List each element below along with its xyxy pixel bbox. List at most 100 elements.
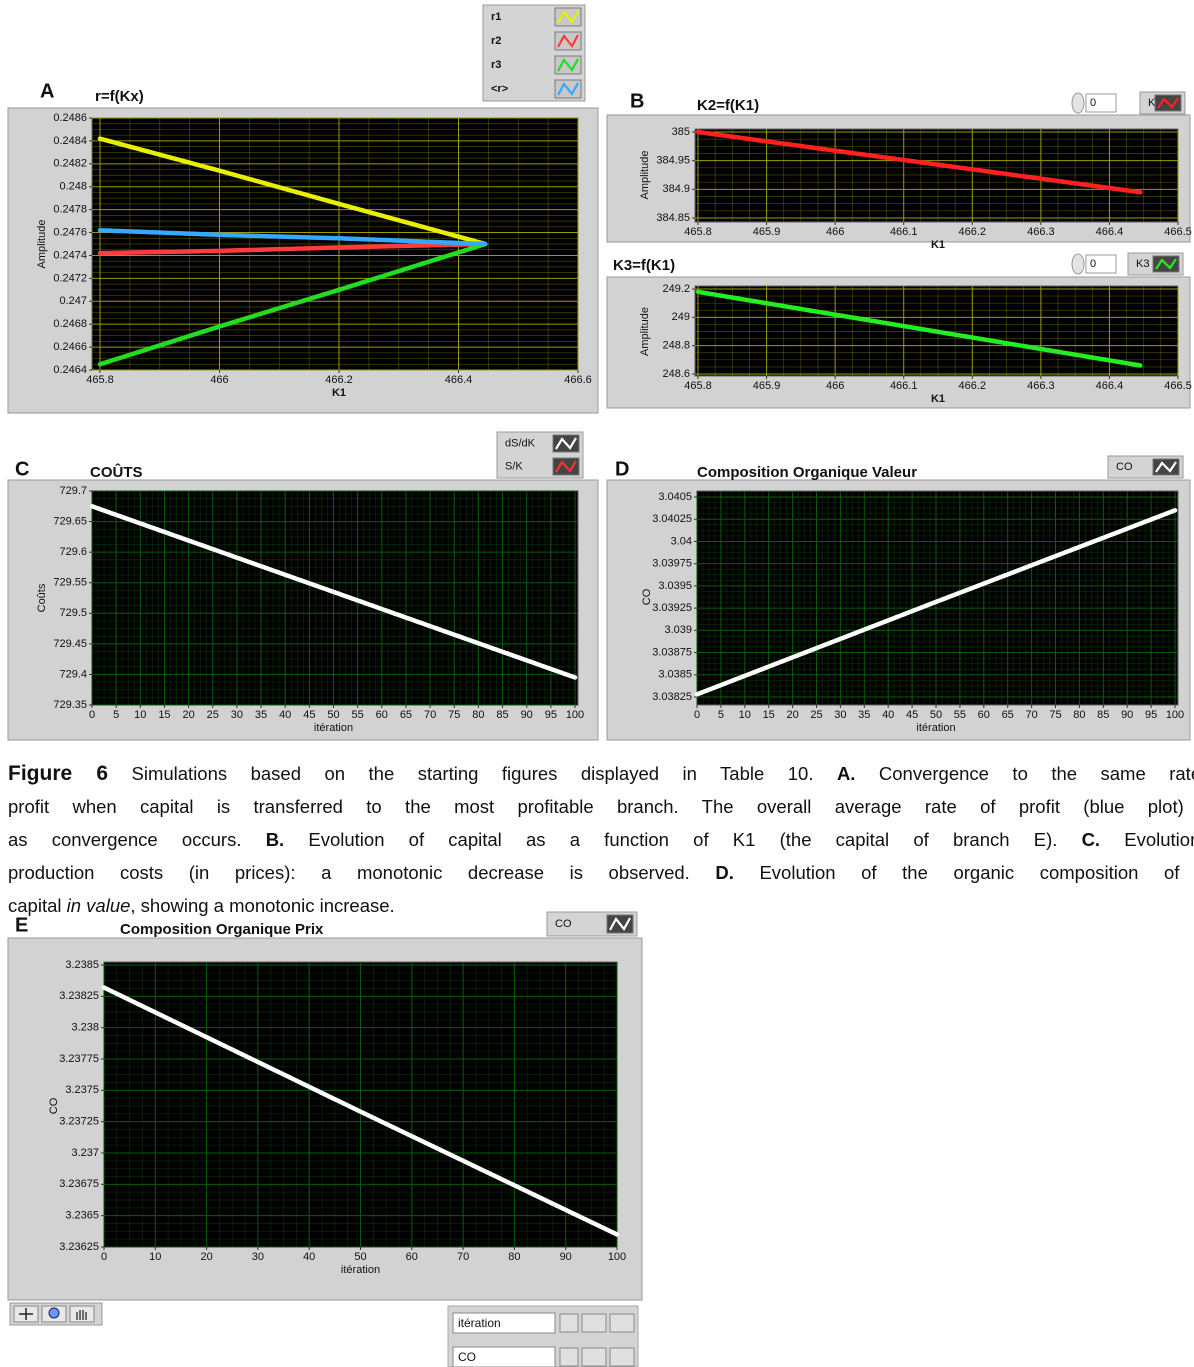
caption-line: production costs (in prices): a monotoni… [8,856,1194,889]
x-tick-label: 466.2 [959,226,987,238]
x-tick-label: 466.2 [325,374,353,386]
x-tick-label: 55 [954,709,966,721]
x-tick-label: 466.1 [890,380,918,392]
legend-label: K3 [1136,258,1149,270]
y-tick-label: 3.23825 [59,990,99,1002]
autoscale-button[interactable] [581,1313,607,1333]
y-axis-label: Coûts [36,583,48,612]
x-tick-label: 70 [424,709,436,721]
y-tick-label: 0.247 [59,295,87,307]
x-tick-label: 25 [207,709,219,721]
y-tick-label: 384.95 [656,155,690,167]
series-line [97,241,488,256]
scale-name-box[interactable] [452,1346,556,1367]
x-tick-label: 60 [978,709,990,721]
panel-letter: C [15,458,29,480]
y-tick-label: 729.4 [59,668,87,680]
x-tick-label: 50 [354,1251,366,1263]
panel-letter: D [615,458,629,480]
y-tick-label: 3.04 [671,535,692,547]
scale-legend: itération CO [447,1305,639,1367]
grid [695,129,1179,222]
y-tick-label: 3.238 [71,1022,99,1034]
y-tick-label: 249 [672,311,690,323]
x-tick-label: 466.5 [1164,226,1192,238]
caption-text: D. [715,862,734,883]
x-axis-label: itération [341,1264,380,1276]
caption-line: profit when capital is transferred to th… [8,790,1194,823]
x-tick-label: 465.9 [753,226,781,238]
legend-swatch [1157,97,1179,109]
legend-swatch [555,437,577,450]
caption-text: as convergence occurs. [8,829,266,850]
caption-text: in value [66,895,131,916]
caption-text: Figure 6 [8,762,109,785]
x-tick-label: 40 [882,709,894,721]
x-axis-label: K1 [332,387,346,399]
y-tick-label: 384.85 [656,212,690,224]
y-tick-label: 0.2472 [53,272,87,284]
y-axis-label: CO [48,1097,60,1114]
x-tick-label: 20 [200,1251,212,1263]
y-tick-label: 729.5 [59,607,87,619]
y-tick-label: 729.65 [53,515,87,527]
y-tick-label: 0.2486 [53,112,87,124]
x-tick-label: 75 [448,709,460,721]
y-tick-label: 3.039 [664,624,692,636]
figure-caption: Figure 6 Simulations based on the starti… [8,757,1194,922]
y-axis-label: CO [641,588,653,605]
legend-label: dS/dK [505,437,536,449]
y-axis-label: Amplitude [639,307,651,356]
x-tick-label: 65 [1002,709,1014,721]
x-tick-label: 75 [1049,709,1061,721]
y-tick-label: 3.237 [71,1147,99,1159]
x-tick-label: 465.8 [684,226,712,238]
x-tick-label: 466.4 [1096,226,1124,238]
y-tick-label: 729.35 [53,699,87,711]
lock-button[interactable] [559,1313,579,1333]
x-tick-label: 50 [930,709,942,721]
chart-title: COÛTS [90,463,143,481]
x-tick-label: 10 [149,1251,161,1263]
x-tick-label: 465.8 [86,374,114,386]
x-axis-label: K1 [931,239,945,251]
caption-text: Evolution of the organic composition of … [733,862,1194,883]
y-tick-label: 3.04025 [652,513,692,525]
y-tick-label: 729.55 [53,577,87,589]
caption-line: Figure 6 Simulations based on the starti… [8,757,1194,790]
caption-text: production costs (in prices): a monotoni… [8,862,716,883]
format-button[interactable] [609,1347,635,1367]
index-value: 0 [1090,258,1096,270]
x-tick-label: 466.3 [1027,380,1055,392]
x-tick-label: 85 [1097,709,1109,721]
legend-swatch [557,34,579,48]
y-tick-label: 729.45 [53,638,87,650]
x-tick-label: 100 [566,709,584,721]
y-tick-label: 385 [672,126,690,138]
x-tick-label: 90 [521,709,533,721]
autoscale-button[interactable] [581,1347,607,1367]
x-tick-label: 5 [718,709,724,721]
scale-name-box[interactable] [452,1312,556,1334]
format-button[interactable] [609,1313,635,1333]
x-tick-label: 45 [303,709,315,721]
x-tick-label: 90 [560,1251,572,1263]
lock-button[interactable] [559,1347,579,1367]
x-tick-label: 15 [763,709,775,721]
chart-title: Composition Organique Prix [120,921,324,938]
x-tick-label: 70 [1025,709,1037,721]
x-tick-label: 100 [608,1251,626,1263]
x-tick-label: 20 [182,709,194,721]
pan-tool[interactable] [69,1305,95,1323]
y-tick-label: 3.2385 [65,959,99,971]
x-tick-label: 466.5 [1164,380,1192,392]
y-tick-label: 3.0395 [658,580,692,592]
x-tick-label: 466.3 [1027,226,1055,238]
y-tick-label: 248.8 [662,340,690,352]
caption-text: Convergence to the same rate of [878,763,1194,784]
caption-text: Simulations based on the starting figure… [108,763,837,784]
x-tick-label: 65 [400,709,412,721]
cursor-icon [19,1308,33,1320]
legend-label: CO [555,918,572,930]
x-tick-label: 10 [739,709,751,721]
